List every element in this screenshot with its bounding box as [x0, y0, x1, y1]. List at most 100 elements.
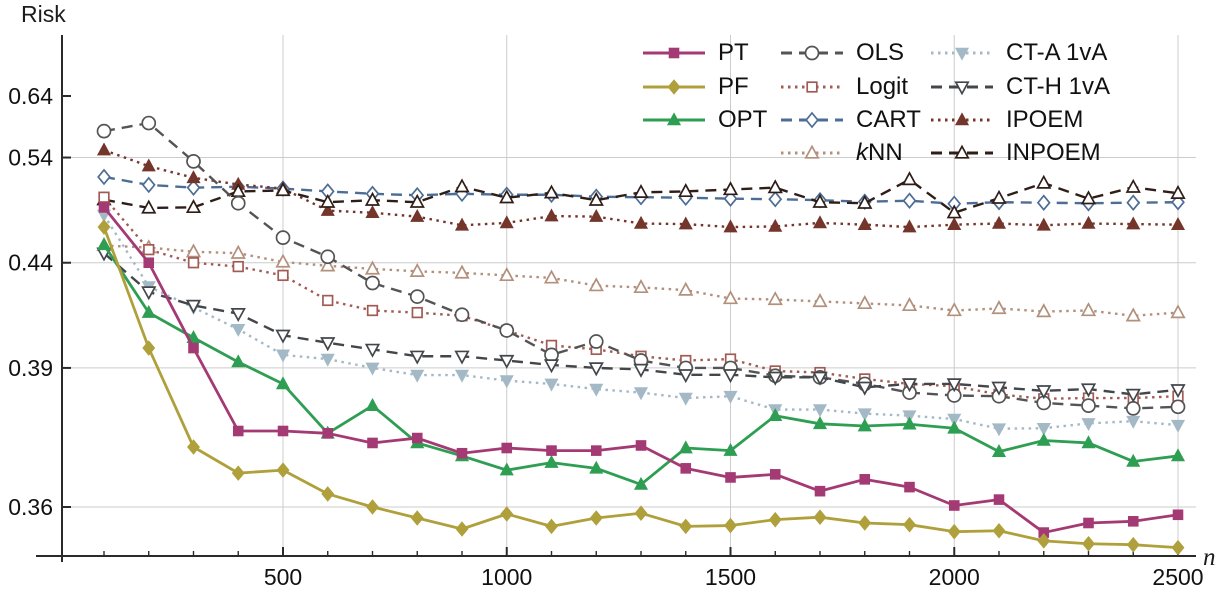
series-marker-OLS: [1081, 398, 1096, 413]
series-marker-CART: [768, 190, 783, 208]
series-marker-INPOEM: [1036, 174, 1052, 189]
x-tick-label-2500: 2500: [1152, 564, 1203, 590]
series-marker-kNN: [991, 300, 1007, 315]
series-marker-INPOEM: [767, 179, 783, 194]
y-tick-label-0.64: 0.64: [8, 83, 53, 109]
series-marker-INPOEM: [141, 199, 157, 214]
series-marker-CART: [1126, 194, 1141, 212]
series-marker-IPOEM: [902, 219, 917, 233]
series-marker-PF: [455, 521, 469, 537]
series-marker-IPOEM: [723, 219, 738, 233]
series-marker-IPOEM: [410, 208, 425, 222]
series-marker-CT-H 1vA: [454, 350, 470, 365]
series-marker-INPOEM: [454, 178, 470, 193]
series-marker-PF: [545, 518, 558, 535]
series-marker-kNN: [1125, 307, 1141, 322]
series-marker-IPOEM: [633, 215, 649, 229]
series-marker-CT-A 1vA: [633, 387, 649, 401]
series-marker-CART: [186, 179, 201, 196]
series-marker-IPOEM: [589, 208, 604, 222]
series-marker-CT-A 1vA: [723, 390, 738, 404]
series-marker-CT-A 1vA: [275, 349, 291, 363]
series-marker-PF: [1171, 539, 1185, 556]
series-marker-OLS: [96, 123, 112, 139]
series-marker-CT-H 1vA: [1080, 383, 1097, 398]
series-marker-OPT: [1036, 432, 1051, 446]
series-marker-OLS: [230, 195, 246, 211]
series-marker-PT: [188, 342, 199, 354]
series-marker-CT-H 1vA: [185, 299, 202, 314]
series-marker-CART: [723, 190, 738, 208]
series-marker-PT: [546, 445, 557, 456]
series-marker-kNN: [722, 290, 739, 305]
series-marker-IPOEM: [678, 216, 693, 230]
series-marker-OLS: [499, 323, 515, 338]
series-marker-kNN: [812, 293, 828, 308]
series-marker-OPT: [1081, 435, 1096, 449]
y-tick-label-0.54: 0.54: [8, 145, 53, 171]
series-marker-OLS: [409, 289, 425, 304]
series-marker-PF: [947, 523, 961, 540]
series-marker-PF: [724, 517, 737, 534]
series-marker-IPOEM: [544, 208, 559, 222]
series-marker-OPT: [723, 442, 738, 456]
series-marker-OLS: [365, 275, 380, 291]
series-marker-CT-H 1vA: [991, 381, 1007, 396]
series-marker-IPOEM: [320, 202, 335, 216]
series-marker-CART: [1036, 194, 1051, 212]
series-marker-CT-H 1vA: [678, 369, 694, 384]
series-marker-kNN: [454, 264, 470, 279]
series-marker-CT-H 1vA: [1170, 384, 1186, 399]
series-marker-Logit: [187, 257, 200, 269]
series-marker-INPOEM: [946, 204, 962, 219]
series-marker-PF: [1126, 536, 1140, 553]
series-marker-OPT: [589, 460, 604, 474]
series-marker-PT: [98, 202, 110, 213]
series-marker-OPT: [275, 376, 291, 390]
series-marker-INPOEM: [857, 194, 873, 209]
series-marker-OLS: [588, 334, 604, 349]
y-tick-label-0.44: 0.44: [8, 250, 53, 276]
series-marker-PF: [187, 439, 200, 455]
series-marker-kNN: [1080, 302, 1097, 317]
series-marker-PF: [231, 465, 245, 481]
x-tick-label-1000: 1000: [481, 564, 532, 590]
x-axis-title: n: [1203, 544, 1216, 571]
series-marker-kNN: [946, 302, 962, 317]
y-axis-title: Risk: [21, 1, 66, 27]
series-marker-CT-A 1vA: [1036, 422, 1051, 436]
series-marker-INPOEM: [1170, 184, 1186, 199]
series-marker-OPT: [499, 462, 514, 476]
series-marker-CT-H 1vA: [946, 378, 962, 393]
series-marker-PT: [993, 494, 1005, 505]
series-marker-CT-A 1vA: [947, 413, 962, 427]
series-marker-CART: [97, 168, 111, 186]
series-marker-CT-H 1vA: [230, 308, 246, 323]
series-marker-kNN: [857, 295, 873, 310]
series-marker-kNN: [767, 291, 783, 306]
series-marker-OPT: [1126, 453, 1141, 467]
series-marker-PT: [277, 425, 289, 437]
series-marker-CT-H 1vA: [543, 359, 560, 374]
series-marker-PF: [589, 510, 603, 526]
series-marker-CT-H 1vA: [901, 378, 918, 393]
series-marker-INPOEM: [678, 183, 694, 198]
series-marker-OPT: [678, 440, 693, 454]
series-marker-kNN: [499, 267, 515, 282]
series-marker-kNN: [364, 260, 381, 275]
series-marker-PT: [411, 432, 423, 444]
series-marker-CT-H 1vA: [633, 363, 649, 378]
series-marker-IPOEM: [857, 217, 872, 230]
series-marker-CT-A 1vA: [589, 383, 604, 397]
series-marker-OPT: [857, 418, 872, 432]
series-marker-INPOEM: [722, 181, 739, 196]
series-marker-kNN: [543, 269, 560, 284]
series-marker-kNN: [678, 281, 694, 296]
series-marker-CT-A 1vA: [410, 369, 425, 383]
series-marker-kNN: [320, 257, 336, 272]
series-marker-Logit: [277, 269, 289, 282]
series-marker-CT-H 1vA: [588, 362, 604, 377]
series-marker-CART: [902, 192, 917, 210]
